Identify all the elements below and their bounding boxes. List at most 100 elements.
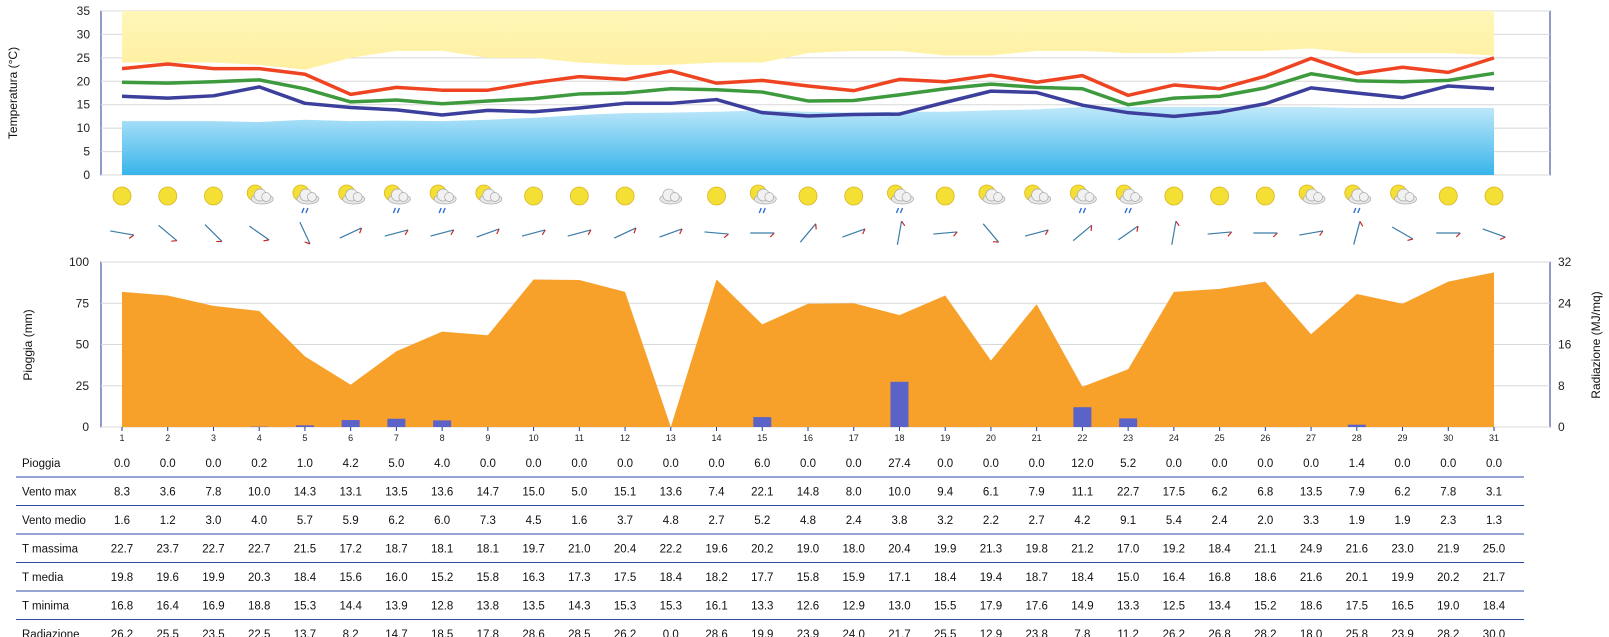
day-tick-label: 10 <box>529 433 539 443</box>
table-cell: 0.0 <box>571 458 587 470</box>
table-cell: 14.9 <box>1071 601 1093 613</box>
day-tick-label: 22 <box>1077 433 1087 443</box>
sun-icon <box>844 186 864 206</box>
table-cell: 23.9 <box>797 629 819 637</box>
rain-bar <box>890 381 909 427</box>
table-cell: 15.8 <box>477 572 499 584</box>
table-cell: 28.6 <box>522 629 544 637</box>
wind-tip <box>587 229 592 236</box>
wind-barb-icon <box>982 223 1000 243</box>
table-cell: 14.3 <box>294 487 316 499</box>
wind-barb-icon <box>1024 229 1049 237</box>
radiation-y-tick: 8 <box>1558 379 1565 393</box>
table-cell: 16.8 <box>1208 572 1230 584</box>
table-cell: 21.5 <box>294 544 316 556</box>
series-line-tmin <box>121 84 1495 119</box>
table-cell: 0.0 <box>1166 458 1182 470</box>
rain-y-tick-labels: 0 25 50 75 100 <box>69 255 89 434</box>
sun-cloud-icon <box>475 184 503 205</box>
table-cell: 19.9 <box>934 544 956 556</box>
wind-tip <box>216 240 222 243</box>
rain-drop <box>895 207 900 214</box>
table-cell: 9.4 <box>937 487 954 499</box>
table-cell: 21.2 <box>1071 544 1093 556</box>
table-cell: 12.5 <box>1163 601 1185 613</box>
wind-barbs-row <box>110 220 1506 245</box>
sun-icon <box>204 186 223 206</box>
table-cell: 0.0 <box>983 458 999 470</box>
temperature-y-tick: 30 <box>77 27 91 41</box>
day-tick-label: 8 <box>440 433 445 443</box>
table-cell: 15.5 <box>934 601 956 613</box>
sun-cloud-rain-icon <box>749 184 777 214</box>
rain-drop <box>758 207 762 214</box>
table-cell: 9.1 <box>1120 515 1136 527</box>
table-cell: 26.2 <box>111 629 133 637</box>
wind-tip <box>1455 232 1461 238</box>
table-cell: 2.4 <box>846 515 863 527</box>
table-cell: 18.4 <box>660 572 683 584</box>
sun-icon <box>935 186 955 206</box>
radiation-y-tick: 16 <box>1558 338 1572 352</box>
table-cell: 7.8 <box>205 487 221 499</box>
table-row-label: Vento medio <box>22 515 86 527</box>
table-cell: 17.5 <box>1163 487 1185 499</box>
table-cell: 18.4 <box>294 572 317 584</box>
table-cell: 13.8 <box>477 601 499 613</box>
table-cell: 7.3 <box>480 515 496 527</box>
radiation-y-tick-labels: 0 8 16 24 32 <box>1558 255 1572 434</box>
table-cell: 0.0 <box>1395 458 1411 470</box>
table-cell: 18.7 <box>1025 572 1047 584</box>
table-cell: 0.0 <box>526 458 542 470</box>
rain-drop <box>305 207 309 214</box>
wind-tip <box>1175 220 1180 227</box>
table-cell: 3.1 <box>1486 487 1502 499</box>
day-tick-labels: 1 2 3 4 5 6 7 8 9 10 11 12 13 14 15 16 17 18 19 20 21 22 23 24 2… <box>119 427 1499 443</box>
table-cell: 5.2 <box>1120 458 1136 470</box>
rain-drop <box>301 207 305 214</box>
table-cell: 17.1 <box>888 572 910 584</box>
table-cell: 18.4 <box>1483 601 1506 613</box>
table-cell: 3.0 <box>205 515 221 527</box>
temperature-chart: 0 5 10 15 20 25 30 35 Temperatura (°C) <box>6 4 1551 182</box>
sun-cloud-rain-icon <box>1070 184 1097 214</box>
wind-tip <box>128 234 135 239</box>
table-cell: 4.2 <box>343 458 359 470</box>
table-cell: 6.0 <box>434 515 450 527</box>
table-cell: 10.0 <box>888 487 910 499</box>
wind-tip <box>1319 230 1324 236</box>
table-cell: 3.7 <box>617 515 633 527</box>
wind-shaft <box>384 229 409 237</box>
table-cell: 19.6 <box>705 544 727 556</box>
table-cell: 15.3 <box>660 601 682 613</box>
wind-shaft <box>476 228 500 238</box>
sun-disc <box>1438 186 1458 206</box>
table-cell: 6.2 <box>1395 487 1411 499</box>
sun-icon <box>569 186 589 206</box>
table-cell: 26.8 <box>1208 629 1230 637</box>
table-row: T minima 16.8 16.4 16.9 18.8 15.3 14.4 13.9 12.8… <box>22 601 1506 613</box>
sun-icon <box>112 186 132 206</box>
table-cell: 12.9 <box>843 601 865 613</box>
wind-shaft <box>659 228 683 238</box>
day-tick-label: 24 <box>1169 433 1179 443</box>
table-cell: 4.8 <box>800 515 816 527</box>
sun-icon <box>1255 186 1275 206</box>
sun-icon <box>1210 186 1229 206</box>
wind-tip <box>496 228 500 235</box>
sun-disc <box>112 186 132 206</box>
sun-cloud-icon <box>338 184 366 205</box>
table-cell: 20.4 <box>888 544 911 556</box>
wind-shaft <box>613 227 637 239</box>
wind-barb-icon <box>249 225 270 242</box>
rain-y-tick: 50 <box>76 338 90 352</box>
table-row: T massima 22.7 23.7 22.7 22.7 21.5 17.2 18.7 18.… <box>22 544 1505 556</box>
table-cell: 25.5 <box>157 629 179 637</box>
table-cell: 21.7 <box>888 629 910 637</box>
wind-tip <box>769 232 775 238</box>
day-tick-label: 26 <box>1260 433 1270 443</box>
table-cell: 13.1 <box>339 487 361 499</box>
rain-drop <box>899 207 904 214</box>
rain-bar <box>1073 407 1092 427</box>
wind-shaft <box>896 221 903 245</box>
